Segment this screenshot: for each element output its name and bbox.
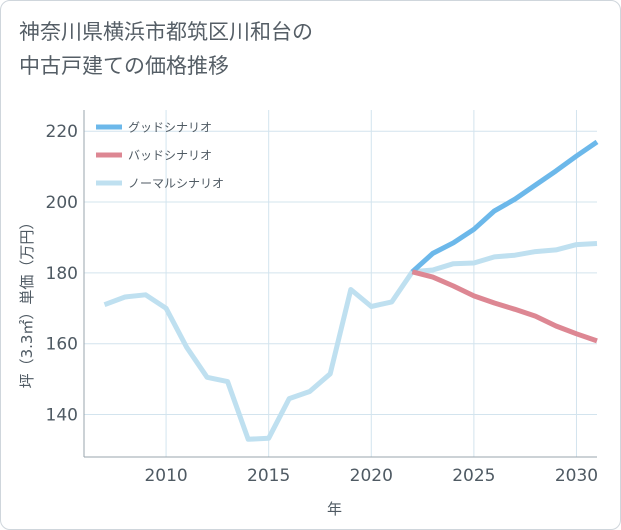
series-line-2: [103, 241, 598, 442]
chart-title: 神奈川県横浜市都筑区川和台の 中古戸建ての価格推移: [19, 20, 313, 78]
legend-label: バッドシナリオ: [128, 149, 212, 163]
y-tick-label: 220: [46, 122, 78, 142]
x-tick-label: 2015: [247, 466, 290, 486]
legend-label: ノーマルシナリオ: [128, 177, 224, 191]
series-line-1: [411, 269, 598, 344]
legend-label: グッドシナリオ: [128, 121, 212, 135]
x-tick-label: 2020: [350, 466, 393, 486]
y-tick-label: 160: [46, 335, 78, 355]
x-tick-label: 2025: [452, 466, 495, 486]
x-tick-label: 2030: [555, 466, 598, 486]
y-tick-label: 140: [46, 406, 78, 426]
x-tick-label: 2010: [144, 466, 187, 486]
series-line-0: [410, 139, 599, 274]
y-tick-label: 180: [46, 264, 78, 284]
x-axis-label: 年: [327, 500, 342, 518]
y-tick-label: 200: [46, 193, 78, 213]
y-axis-label: 坪（3.3㎡）単価（万円）: [18, 215, 36, 389]
